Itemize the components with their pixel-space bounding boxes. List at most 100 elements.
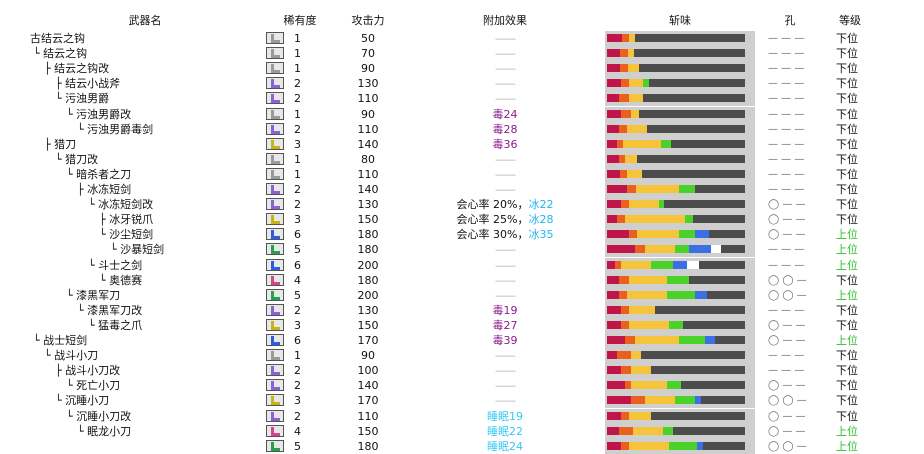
weapon-name[interactable]: └ 污浊男爵 bbox=[55, 92, 110, 106]
weapon-name[interactable]: 古结云之钩 bbox=[30, 32, 85, 45]
weapon-name-cell: └ 污浊男爵毒剑 bbox=[30, 122, 270, 137]
table-row: └ 眠龙小刀 4 150 睡眠22 ◯ — — 上位 bbox=[0, 423, 924, 439]
sharpness-segment bbox=[619, 290, 627, 299]
table-row: └ 战士短剑 6 170 毒39 ◯ — — 上位 bbox=[0, 333, 924, 348]
weapon-name[interactable]: └ 污浊男爵改 bbox=[66, 107, 132, 121]
weapon-name-cell: ├ 战斗小刀改 bbox=[30, 363, 270, 378]
weapon-name[interactable]: └ 猛毒之爪 bbox=[88, 318, 143, 332]
header-slots: 孔 bbox=[784, 14, 796, 27]
sharpness-bar bbox=[607, 366, 745, 375]
rarity-value: 3 bbox=[294, 137, 301, 151]
sharpness-bar bbox=[607, 34, 745, 42]
sharpness-segment bbox=[627, 185, 636, 193]
weapon-type-icon bbox=[266, 364, 284, 377]
weapon-name[interactable]: └ 战士短剑 bbox=[33, 334, 88, 347]
slots-value: — — — bbox=[768, 108, 805, 120]
sharpness-bar bbox=[607, 139, 745, 148]
rarity-value: 5 bbox=[294, 288, 301, 302]
rank-value: 下位 bbox=[836, 183, 858, 196]
weapon-type-icon bbox=[266, 122, 284, 135]
sharpness-segment bbox=[607, 426, 619, 435]
rarity-value: 1 bbox=[294, 107, 301, 121]
attack-value: 130 bbox=[357, 77, 379, 91]
weapon-name[interactable]: └ 结云之钩 bbox=[33, 47, 88, 61]
sharpness-segment bbox=[607, 275, 619, 284]
table-row: └ 暗杀者之刀 1 110 —— — — — 下位 bbox=[0, 166, 924, 182]
sharpness-segment bbox=[619, 275, 629, 284]
sharpness-segment bbox=[615, 260, 621, 269]
table-row: └ 漆黑军刀改 2 130 毒19 — — — 下位 bbox=[0, 302, 924, 318]
sharpness-segment bbox=[607, 215, 617, 224]
weapon-name[interactable]: └ 猎刀改 bbox=[55, 152, 99, 166]
weapon-name[interactable]: ├ 冰冻短剑 bbox=[77, 183, 132, 196]
sharpness-segment bbox=[619, 154, 625, 163]
weapon-name[interactable]: └ 眠龙小刀 bbox=[77, 424, 132, 438]
weapon-name[interactable]: └ 沙暴短剑 bbox=[110, 243, 165, 257]
weapon-name[interactable]: ├ 猎刀 bbox=[44, 137, 77, 151]
rarity-value: 3 bbox=[294, 213, 301, 227]
effect-none: —— bbox=[495, 167, 516, 181]
sharpness-segment bbox=[607, 441, 621, 450]
attack-value: 110 bbox=[357, 92, 379, 106]
sharpness-segment bbox=[634, 245, 645, 254]
weapon-name[interactable]: └ 暗杀者之刀 bbox=[66, 167, 132, 181]
weapon-name-cell: ├ 冰冻短剑 bbox=[30, 182, 270, 197]
sharpness-segment bbox=[697, 441, 703, 450]
effect-value: —— bbox=[430, 363, 580, 378]
weapon-name[interactable]: └ 斗士之剑 bbox=[88, 258, 143, 272]
sharpness-segment bbox=[607, 290, 619, 299]
weapon-name[interactable]: ├ 冰牙锐爪 bbox=[99, 213, 154, 227]
weapon-type-icon bbox=[266, 273, 284, 286]
weapon-name[interactable]: └ 漆黑军刀改 bbox=[77, 303, 143, 317]
attack-value: 150 bbox=[357, 213, 379, 227]
effect-none: —— bbox=[495, 288, 516, 302]
weapon-name[interactable]: └ 奥德赛 bbox=[99, 273, 143, 287]
effect-value: —— bbox=[430, 393, 580, 408]
effect-value: —— bbox=[430, 182, 580, 197]
table-row: └ 奥德赛 4 180 —— ◯ ◯ — 下位 bbox=[0, 272, 924, 288]
weapon-name-cell: ├ 冰牙锐爪 bbox=[30, 212, 270, 227]
weapon-type-icon bbox=[266, 137, 284, 150]
rarity-value: 4 bbox=[294, 424, 301, 438]
sharpness-segment bbox=[607, 366, 621, 375]
weapon-name[interactable]: └ 污浊男爵毒剑 bbox=[77, 122, 154, 136]
weapon-name[interactable]: └ 死亡小刀 bbox=[66, 379, 121, 393]
weapon-name[interactable]: └ 战斗小刀 bbox=[44, 349, 99, 363]
slots-value: ◯ ◯ — bbox=[768, 274, 807, 286]
weapon-name[interactable]: └ 沉睡小刀改 bbox=[66, 409, 132, 423]
weapon-type-icon bbox=[266, 303, 284, 316]
sharpness-segment bbox=[620, 79, 629, 88]
sharpness-segment bbox=[645, 245, 675, 254]
table-row: ├ 结云之钩改 1 90 —— — — — 下位 bbox=[0, 61, 924, 77]
sharpness-segment bbox=[675, 396, 695, 405]
sharpness-segment bbox=[620, 320, 629, 329]
effect-value: 睡眠22 bbox=[487, 424, 523, 438]
sharpness-segment bbox=[607, 64, 620, 73]
attack-value: 110 bbox=[357, 122, 379, 136]
weapon-name-cell bbox=[30, 439, 270, 454]
sharpness-bar bbox=[607, 124, 745, 133]
slots-value: ◯ — — bbox=[768, 380, 806, 392]
effect-none: —— bbox=[495, 152, 516, 166]
rank-value: 下位 bbox=[836, 137, 858, 151]
weapon-name-cell: └ 污浊男爵改 bbox=[30, 107, 270, 122]
attack-value: 50 bbox=[361, 32, 375, 45]
weapon-name[interactable]: └ 冰冻短剑改 bbox=[88, 198, 154, 212]
sharpness-segment bbox=[619, 426, 633, 435]
sharpness-segment bbox=[629, 305, 655, 314]
weapon-name[interactable]: └ 漆黑军刀 bbox=[66, 288, 121, 302]
table-row: ├ 猎刀 3 140 毒36 — — — 下位 bbox=[0, 136, 924, 152]
weapon-name[interactable]: ├ 战斗小刀改 bbox=[55, 364, 121, 378]
table-row: 5 180 睡眠24 ◯ ◯ — 上位 bbox=[0, 438, 924, 454]
slots-value: — — — bbox=[768, 153, 805, 165]
weapon-name[interactable]: ├ 结云小战斧 bbox=[55, 77, 121, 91]
slots-value: ◯ — — bbox=[768, 199, 806, 211]
effect-value: —— bbox=[430, 242, 580, 257]
rarity-value: 2 bbox=[294, 183, 301, 196]
sharpness-segment bbox=[636, 185, 679, 193]
weapon-name[interactable]: └ 沙尘短剑 bbox=[99, 228, 154, 242]
sharpness-segment bbox=[620, 366, 631, 375]
weapon-name[interactable]: └ 沉睡小刀 bbox=[55, 394, 110, 408]
sharpness-segment bbox=[625, 154, 637, 163]
weapon-name[interactable]: ├ 结云之钩改 bbox=[44, 62, 110, 76]
